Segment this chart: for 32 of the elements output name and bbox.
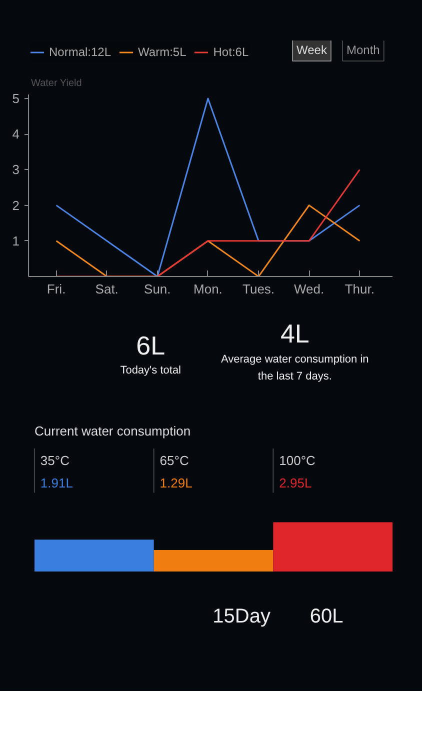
y-tick-label: 2: [12, 198, 20, 213]
x-tick-label: 100°C: [279, 453, 316, 468]
y-tick-label: 3: [12, 162, 20, 178]
x-tick-label: Fri.: [46, 282, 66, 296]
x-tick-label: 65°C: [160, 453, 189, 468]
data-label: 1.29L: [160, 475, 192, 490]
x-tick-label: Thur.: [344, 282, 374, 296]
x-tick-label: Wed.: [294, 282, 324, 296]
x-tick-label: Sun.: [144, 282, 171, 296]
line-series: [56, 98, 360, 276]
data-label: 2.95L: [279, 475, 312, 490]
legend-label: Hot:6L: [213, 45, 249, 59]
text: Month: [346, 42, 380, 57]
text: 6L: [136, 330, 166, 360]
text: Average water consumption in the last 7 days.: [221, 354, 369, 382]
x-tick-label: Mon.: [194, 282, 222, 296]
x-tick-label: Tues.: [242, 282, 275, 296]
text: Week: [296, 42, 328, 57]
chart-title: Current water consumption: [34, 424, 191, 438]
legend-label: Warm:5L: [138, 45, 186, 59]
x-tick-label: 35°C: [40, 453, 70, 468]
text: 4L: [280, 318, 310, 348]
text: Today's total: [120, 364, 182, 376]
data-label: 1.91L: [40, 475, 73, 490]
text: 60L: [310, 606, 344, 628]
y-tick-label: 1: [12, 233, 20, 248]
y-axis-title: Water Yield: [31, 78, 82, 89]
legend-label: Normal:12L: [49, 45, 112, 59]
y-tick-label: 4: [12, 126, 20, 142]
text: 15Day: [212, 606, 270, 628]
y-tick-label: 5: [12, 91, 20, 106]
x-tick-label: Sat.: [95, 282, 118, 296]
